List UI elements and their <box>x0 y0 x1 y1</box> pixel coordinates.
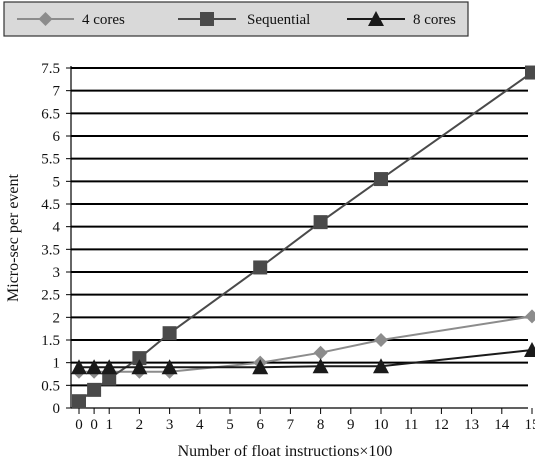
point-4-cores-6 <box>313 345 328 360</box>
y-tick-label-3: 3 <box>53 265 61 281</box>
axes <box>70 66 528 409</box>
point-sequential-2 <box>102 371 117 386</box>
legend-marker-sequential <box>200 12 214 26</box>
x-tick-labels: 00123456789101112131415 <box>75 408 535 433</box>
point-8-cores-0 <box>71 359 87 375</box>
x-tick-label-0: 0 <box>75 417 83 433</box>
point-4-cores-7 <box>374 333 388 347</box>
gridlines <box>71 67 528 387</box>
point-sequential-4 <box>162 326 177 341</box>
x-tick-label-3: 2 <box>136 417 144 433</box>
x-tick-label-4: 3 <box>166 417 174 433</box>
y-tick-label-4: 4 <box>53 220 61 236</box>
x-tick-label-13: 12 <box>434 417 449 433</box>
y-tick-label-6.5: 6.5 <box>41 106 60 122</box>
point-8-cores-2 <box>101 359 118 375</box>
x-tick-label-6: 5 <box>226 417 234 433</box>
legend-entry-8-cores: 8 cores <box>347 11 456 28</box>
point-8-cores-4 <box>161 359 178 375</box>
legend-label-4-cores: 4 cores <box>82 12 125 28</box>
point-8-cores-8 <box>524 341 535 357</box>
y-tick-label-1.5: 1.5 <box>41 333 60 349</box>
y-tick-label-1: 1 <box>53 356 61 372</box>
x-tick-label-12: 11 <box>404 417 418 433</box>
point-8-cores-3 <box>131 359 148 375</box>
legend-marker-4-cores <box>38 12 53 26</box>
point-4-cores-8 <box>525 309 535 324</box>
y-axis-title: Micro-sec per event <box>5 173 22 301</box>
x-axis-title: Number of float instructions×100 <box>178 443 393 460</box>
legend-label-8-cores: 8 cores <box>413 12 456 28</box>
legend-entry-4-cores: 4 cores <box>17 12 125 28</box>
y-tick-labels: 0 0.5 1 1.5 2 2.5 3 3.5 4 4.5 5 5.5 6 6.5 7 7.5 <box>41 61 71 417</box>
point-sequential-5 <box>253 260 268 275</box>
point-sequential-7 <box>374 172 388 187</box>
x-tick-label-8: 7 <box>287 417 295 433</box>
x-tick-label-1: 0 <box>90 417 98 433</box>
x-tick-label-11: 10 <box>374 417 389 433</box>
y-tick-label-5.5: 5.5 <box>41 152 60 168</box>
y-tick-label-2.5: 2.5 <box>41 288 60 304</box>
point-sequential-0 <box>72 394 86 409</box>
x-tick-label-2: 1 <box>105 417 113 433</box>
series-line-sequential <box>78 71 533 403</box>
point-8-cores-7 <box>373 358 389 374</box>
point-sequential-1 <box>87 382 102 397</box>
y-tick-label-0: 0 <box>53 401 61 417</box>
point-sequential-3 <box>132 351 147 366</box>
point-sequential-8 <box>525 65 535 80</box>
point-8-cores-5 <box>252 359 269 375</box>
legend-marker-8-cores <box>368 11 384 26</box>
point-sequential-6 <box>313 215 328 230</box>
y-tick-label-4.5: 4.5 <box>41 197 60 213</box>
point-8-cores-6 <box>312 358 329 374</box>
legend: 4 cores Sequential 8 cores <box>3 1 469 37</box>
x-tick-label-9: 8 <box>317 417 325 433</box>
x-tick-label-7: 6 <box>256 417 264 433</box>
x-tick-label-16: 15 <box>525 417 535 433</box>
x-tick-label-14: 13 <box>464 417 479 433</box>
legend-entry-sequential: Sequential <box>178 12 310 28</box>
x-tick-label-5: 4 <box>196 417 204 433</box>
x-tick-label-10: 9 <box>347 417 355 433</box>
point-8-cores-1 <box>86 359 103 375</box>
y-tick-label-5: 5 <box>53 174 61 190</box>
series-group <box>71 65 535 409</box>
y-tick-label-3.5: 3.5 <box>41 242 60 258</box>
y-tick-label-2: 2 <box>53 310 61 326</box>
y-tick-label-7.5: 7.5 <box>41 61 60 77</box>
x-tick-label-15: 14 <box>494 417 510 433</box>
y-tick-label-7: 7 <box>53 84 61 100</box>
y-tick-label-6: 6 <box>53 129 61 145</box>
legend-label-sequential: Sequential <box>247 12 310 28</box>
y-tick-label-0.5: 0.5 <box>41 378 60 394</box>
